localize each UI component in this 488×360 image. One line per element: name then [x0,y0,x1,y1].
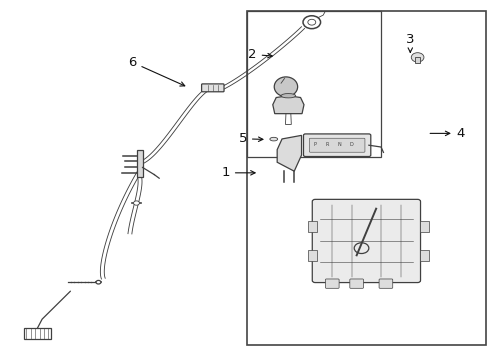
Ellipse shape [281,94,295,98]
Bar [246,12,380,157]
FancyBboxPatch shape [309,138,364,152]
Text: 3: 3 [405,32,414,52]
Bar [307,250,316,261]
FancyBboxPatch shape [378,279,392,288]
Text: D: D [349,142,353,147]
Ellipse shape [269,137,277,141]
Bar [137,150,142,177]
Bar [414,57,419,63]
Polygon shape [272,96,304,114]
Circle shape [133,201,139,205]
FancyBboxPatch shape [325,279,338,288]
Bar [24,328,51,338]
Text: N: N [337,142,341,147]
Bar [307,221,316,232]
Circle shape [96,280,101,284]
Text: 1: 1 [221,166,255,179]
Text: R: R [325,142,328,147]
Text: 2: 2 [248,48,272,61]
Text: P: P [313,142,316,147]
Bar [246,12,485,345]
Bar [419,250,428,261]
Text: 5: 5 [238,132,263,145]
FancyBboxPatch shape [303,134,370,157]
Circle shape [410,53,423,62]
Text: 4: 4 [429,127,464,140]
FancyBboxPatch shape [312,199,420,283]
Polygon shape [277,135,301,171]
Bar [419,221,428,232]
Ellipse shape [274,77,297,96]
FancyBboxPatch shape [349,279,363,288]
FancyBboxPatch shape [201,84,224,92]
Text: 6: 6 [128,56,184,86]
